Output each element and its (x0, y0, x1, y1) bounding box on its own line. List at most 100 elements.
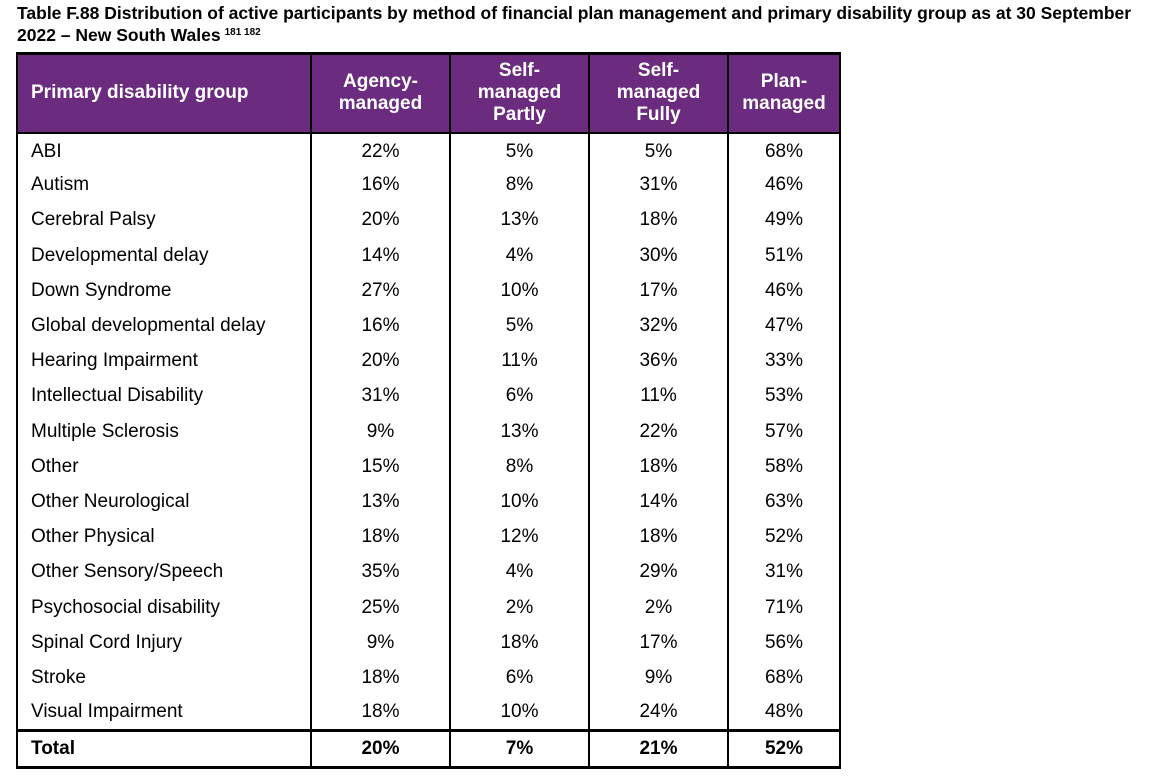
row-value: 17% (588, 625, 729, 661)
row-label: ABI (16, 132, 312, 168)
total-label: Total (16, 729, 312, 770)
column-header-line: managed (742, 93, 826, 115)
row-value: 48% (727, 695, 841, 731)
row-value: 31% (588, 167, 729, 203)
row-value: 5% (449, 132, 590, 168)
table-row: Other Neurological 13% 10% 14% 63% (16, 484, 841, 520)
row-value: 18% (310, 695, 451, 731)
row-value: 71% (727, 589, 841, 626)
row-value: 18% (449, 625, 590, 661)
row-label: Other Neurological (16, 484, 312, 520)
distribution-table: Primary disability group Agency-managed Se… (16, 52, 841, 770)
column-header-line: Self- (498, 60, 541, 82)
row-label: Multiple Sclerosis (16, 414, 312, 450)
total-value: 21% (588, 729, 729, 770)
row-value: 6% (449, 660, 590, 696)
row-value: 5% (588, 132, 729, 168)
row-label: Down Syndrome (16, 273, 312, 309)
table-row: Cerebral Palsy 20% 13% 18% 49% (16, 202, 841, 239)
row-label: Intellectual Disability (16, 378, 312, 414)
table-header-row: Primary disability group Agency-managed Se… (16, 52, 841, 134)
row-value: 4% (449, 554, 590, 590)
caption-footnotes: 181 182 (224, 27, 261, 38)
row-value: 18% (310, 660, 451, 696)
row-value: 47% (727, 308, 841, 344)
row-label: Stroke (16, 660, 312, 696)
row-value: 18% (588, 449, 729, 485)
table-row: Visual Impairment 18% 10% 24% 48% (16, 695, 841, 731)
total-row: Total 20% 7% 21% 52% (16, 729, 841, 770)
column-header-line: Partly (493, 104, 546, 126)
caption-text: Table F.88 Distribution of active partic… (17, 3, 1132, 45)
row-value: 58% (727, 449, 841, 485)
row-label: Other Sensory/Speech (16, 554, 312, 590)
row-value: 2% (588, 589, 729, 626)
row-value: 22% (310, 132, 451, 168)
column-header-4: Plan-managed (727, 52, 841, 134)
table-row: Down Syndrome 27% 10% 17% 46% (16, 273, 841, 309)
row-value: 4% (449, 238, 590, 274)
row-value: 18% (310, 519, 451, 555)
column-header-line: Primary disability group (31, 82, 249, 104)
table-row: Other 15% 8% 18% 58% (16, 449, 841, 485)
row-label: Hearing Impairment (16, 343, 312, 379)
row-label: Developmental delay (16, 238, 312, 274)
row-value: 18% (588, 202, 729, 239)
row-value: 2% (449, 589, 590, 626)
row-value: 52% (727, 519, 841, 555)
row-label: Cerebral Palsy (16, 202, 312, 239)
row-value: 14% (588, 484, 729, 520)
table-row: Psychosocial disability 25% 2% 2% 71% (16, 589, 841, 626)
table-body: ABI 22% 5% 5% 68% Autism 16% 8% 31% 46% Cerebral P… (16, 132, 841, 770)
column-header-line: managed (338, 93, 423, 115)
row-value: 20% (310, 343, 451, 379)
column-header-0: Primary disability group (16, 52, 312, 134)
row-value: 12% (449, 519, 590, 555)
row-value: 25% (310, 589, 451, 626)
table-row: Global developmental delay 16% 5% 32% 47% (16, 308, 841, 344)
column-header-line: Fully (636, 104, 681, 126)
row-value: 13% (310, 484, 451, 520)
column-header-line: Plan- (760, 71, 808, 93)
table-row: Developmental delay 14% 4% 30% 51% (16, 238, 841, 274)
row-value: 13% (449, 414, 590, 450)
row-label: Spinal Cord Injury (16, 625, 312, 661)
row-value: 10% (449, 484, 590, 520)
row-value: 31% (727, 554, 841, 590)
row-label: Other (16, 449, 312, 485)
row-label: Autism (16, 167, 312, 203)
table-row: Other Physical 18% 12% 18% 52% (16, 519, 841, 555)
row-value: 56% (727, 625, 841, 661)
total-value: 52% (727, 729, 841, 770)
row-value: 33% (727, 343, 841, 379)
row-value: 6% (449, 378, 590, 414)
table-row: Hearing Impairment 20% 11% 36% 33% (16, 343, 841, 379)
row-value: 10% (449, 273, 590, 309)
row-value: 53% (727, 378, 841, 414)
row-value: 63% (727, 484, 841, 520)
column-header-line: Agency- (343, 71, 418, 93)
total-value: 20% (310, 729, 451, 770)
row-value: 68% (727, 132, 841, 168)
column-header-line: managed (477, 82, 562, 104)
table-row: Multiple Sclerosis 9% 13% 22% 57% (16, 414, 841, 450)
row-value: 5% (449, 308, 590, 344)
row-value: 14% (310, 238, 451, 274)
table-row: Autism 16% 8% 31% 46% (16, 167, 841, 203)
row-value: 57% (727, 414, 841, 450)
row-value: 10% (449, 695, 590, 731)
table-row: ABI 22% 5% 5% 68% (16, 132, 841, 168)
row-value: 9% (310, 414, 451, 450)
row-value: 11% (588, 378, 729, 414)
table-row: Other Sensory/Speech 35% 4% 29% 31% (16, 554, 841, 590)
row-value: 51% (727, 238, 841, 274)
row-value: 27% (310, 273, 451, 309)
row-value: 11% (449, 343, 590, 379)
row-value: 35% (310, 554, 451, 590)
row-value: 31% (310, 378, 451, 414)
row-label: Psychosocial disability (16, 589, 312, 626)
column-header-2: Self-managed Partly (449, 52, 590, 134)
row-label: Other Physical (16, 519, 312, 555)
column-header-1: Agency-managed (310, 52, 451, 134)
row-value: 9% (310, 625, 451, 661)
